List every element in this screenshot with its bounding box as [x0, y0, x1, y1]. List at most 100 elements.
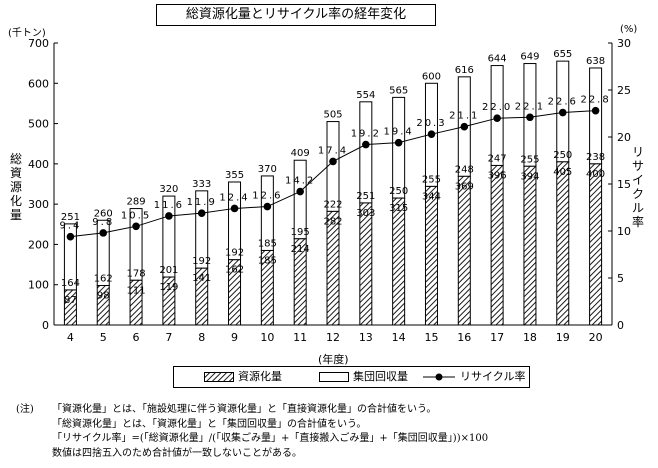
left-tick-label: 700 — [28, 37, 49, 50]
rate-point — [394, 138, 403, 147]
label-collection: 192 — [192, 256, 211, 267]
left-tick-label: 400 — [28, 158, 49, 171]
legend-item-collection: 集団回収量 — [319, 370, 408, 384]
x-tick-label: 6 — [133, 331, 140, 344]
label-total: 616 — [455, 65, 474, 76]
label-rate: 9.8 — [92, 217, 114, 228]
label-resource: 396 — [488, 170, 507, 181]
label-rate: 11.9 — [187, 197, 217, 208]
label-resource: 282 — [323, 216, 342, 227]
bar-collection — [392, 96, 406, 199]
label-collection: 255 — [520, 154, 539, 165]
note-line-4: 数値は四捨五入のため合計値が一致しないことがある。 — [52, 447, 302, 459]
note-line-2: 「総資源化量」とは、「資源化量」と「集団回収量」の合計値をいう。 — [52, 418, 367, 430]
legend-swatch-line — [423, 373, 455, 381]
bar-resource — [162, 276, 176, 326]
left-tick-label: 0 — [42, 319, 49, 332]
label-total: 370 — [258, 164, 277, 175]
label-total: 355 — [225, 170, 244, 181]
legend-item-rate: リサイクル率 — [422, 370, 525, 384]
label-total: 409 — [291, 148, 310, 159]
label-resource: 303 — [356, 208, 375, 219]
label-total: 260 — [94, 208, 113, 219]
label-rate: 22.6 — [548, 97, 578, 108]
chart-title: 総資源化量とリサイクル率の経年変化 — [156, 4, 436, 26]
label-total: 554 — [356, 90, 375, 101]
label-resource: 98 — [97, 291, 110, 302]
bar-resource — [293, 238, 307, 326]
right-tick-label: 25 — [617, 84, 631, 97]
label-collection: 248 — [455, 164, 474, 175]
x-tick-label: 19 — [556, 331, 570, 344]
label-collection: 222 — [323, 199, 342, 210]
right-tick-label: 0 — [617, 319, 624, 332]
label-total: 333 — [192, 179, 211, 190]
rate-point — [591, 106, 600, 115]
label-resource: 141 — [192, 273, 211, 284]
legend-swatch-white — [319, 372, 349, 382]
label-rate: 11.6 — [154, 200, 184, 211]
note-lead: (注) — [16, 404, 34, 415]
x-tick-label: 5 — [100, 331, 107, 344]
rate-point — [230, 204, 239, 213]
label-total: 644 — [488, 54, 507, 65]
label-collection: 185 — [258, 238, 277, 249]
x-tick-label: 20 — [589, 331, 603, 344]
x-tick-label: 7 — [165, 331, 172, 344]
bar-collection — [359, 101, 373, 204]
x-tick-label: 13 — [359, 331, 373, 344]
x-tick-label: 11 — [293, 331, 307, 344]
rate-point — [526, 113, 534, 122]
bar-resource — [457, 175, 471, 326]
label-collection: 255 — [422, 174, 441, 185]
label-resource: 119 — [159, 282, 178, 293]
label-rate: 19.2 — [351, 129, 381, 140]
legend-label-collection: 集団回収量 — [353, 370, 408, 383]
legend-label-resource: 資源化量 — [238, 370, 282, 383]
label-collection: 164 — [61, 278, 80, 289]
left-tick-label: 200 — [28, 238, 49, 251]
label-resource: 405 — [553, 167, 572, 178]
left-tick-label: 600 — [28, 77, 49, 90]
rate-point — [427, 130, 436, 138]
label-rate: 21.1 — [449, 111, 479, 122]
right-tick-label: 30 — [617, 37, 631, 50]
left-tick-label: 500 — [28, 118, 49, 131]
label-total: 251 — [61, 212, 80, 223]
label-collection: 250 — [553, 150, 572, 161]
rate-point — [66, 232, 75, 241]
label-resource: 369 — [455, 181, 474, 192]
label-resource: 344 — [422, 191, 441, 202]
label-rate: 12.6 — [252, 191, 282, 202]
label-total: 505 — [323, 110, 342, 121]
legend-item-resource: 資源化量 — [204, 370, 282, 384]
label-collection: 195 — [291, 227, 310, 238]
label-resource: 315 — [389, 203, 408, 214]
label-total: 289 — [127, 197, 146, 208]
label-total: 649 — [520, 52, 539, 63]
label-rate: 9.4 — [59, 221, 81, 232]
bar-resource — [129, 279, 143, 326]
label-resource: 87 — [64, 295, 77, 306]
data-labels: 251 164 87 260 162 98 289 178 111 320 201 119 333 192… — [61, 49, 605, 306]
chart-svg: 0 100 200 300 400 500 600 700 0 5 10 15 20 25 30 4 5 6 7 8 9… — [28, 37, 631, 344]
rate-line: 9.4 9.810.511.6 11.9 12.4 12.614.217.419.2 19… — [59, 95, 609, 241]
label-total: 638 — [586, 56, 605, 67]
bar-resource — [392, 197, 406, 326]
bar-resource — [326, 210, 340, 326]
label-total: 600 — [422, 71, 441, 82]
rate-point — [558, 108, 567, 117]
left-tick-label: 300 — [28, 198, 49, 211]
x-tick-label: 16 — [457, 331, 471, 344]
x-tick-label: 12 — [326, 331, 340, 344]
bar-collection — [326, 121, 340, 212]
label-resource: 111 — [127, 285, 146, 296]
right-tick-label: 15 — [617, 178, 631, 191]
right-axis-unit: (%) — [620, 24, 638, 35]
bar-resource — [523, 165, 537, 326]
bar-resource — [195, 267, 209, 326]
label-resource: 400 — [586, 169, 605, 180]
bar-resource — [556, 161, 570, 326]
label-resource: 185 — [258, 255, 277, 266]
label-rate: 19.4 — [384, 127, 414, 138]
